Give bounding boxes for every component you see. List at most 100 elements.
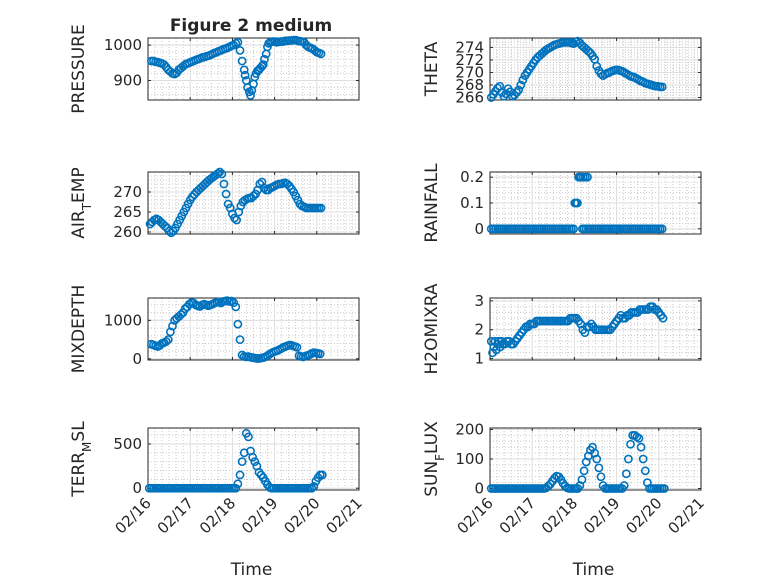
data-point [231,302,241,312]
y-tick-label: 900 [113,72,142,90]
y-tick-label: 500 [113,435,142,453]
data-point [596,472,606,482]
data-point [227,296,236,306]
panel-7: 0 500 TERRMSL 02/1602/1702/1802/1902/2002/2… [69,421,366,580]
panel-8: 0 100 200 SUNFLUX 02/1602/1702/1802/1902/200… [422,420,708,580]
y-tick-label: 0.2 [460,168,484,186]
y-axis-label: MIXDEPTH [69,285,89,374]
y-axis-label: RAINFALL [422,163,442,243]
axes-box [147,171,360,235]
data-point [592,61,602,71]
data-point [217,169,227,179]
y-axis-label: PRESSURE [69,24,89,113]
y-tick-label: 3 [474,292,484,310]
data-point [514,85,524,95]
y-tick-label: 266 [455,88,484,106]
y-tick-label: 274 [455,38,484,56]
data-point [237,56,247,66]
panel-5: 0 1000 MIXDEPTH [69,285,360,374]
x-tick-label: 02/18 [196,494,239,537]
y-tick-label: 1000 [104,36,142,54]
x-axis-label: Time [572,560,615,580]
y-tick-label: 270 [455,63,484,81]
data-point [235,470,245,480]
y-axis-label: SUNFLUX [422,421,447,497]
panel-3: 260 265 270 AIRTEMP [69,167,360,241]
data-point [572,198,582,208]
y-tick-label: 268 [455,76,484,94]
data-point [621,469,631,479]
data-point [596,69,606,79]
x-tick-label: 02/19 [238,494,281,537]
data-point [640,466,650,476]
y-tick-label: 270 [113,183,142,201]
y-tick-label: 0 [474,220,484,238]
data-point [316,203,326,213]
data-point [229,298,239,308]
data-point [619,481,629,490]
data-point [307,483,317,493]
panel-6: 1 2 3 H2OMIXRA [422,283,702,375]
data-point [248,452,258,462]
y-tick-label: 0 [132,479,142,497]
y-axis-label: THETA [422,41,442,97]
x-tick-label: 02/21 [665,494,708,537]
data-point [594,463,604,473]
data-point [658,313,668,323]
data-point [316,49,326,59]
data-point [239,65,249,75]
y-tick-label: 1000 [104,311,142,329]
data-point [657,82,667,92]
data-point [213,169,223,178]
data-point [516,80,526,90]
data-point [246,90,255,100]
data-point [499,91,509,101]
data-point [231,483,241,493]
data-point [309,482,319,491]
data-point [569,224,578,234]
y-tick-label: 200 [455,420,484,438]
x-tick-label: 02/16 [454,494,497,537]
data-point [577,475,587,485]
axes-box [489,297,702,361]
data-point [230,213,239,223]
data-point [232,215,242,225]
x-tick-label: 02/20 [622,494,665,537]
data-point [258,60,268,69]
data-point [221,189,231,199]
panel-1: 900 1000 PRESSURE [69,24,360,114]
y-tick-label: 0 [132,350,142,368]
data-point [317,470,327,480]
data-point [583,46,593,56]
data-point [657,224,667,234]
data-point [233,37,243,47]
y-tick-label: 2 [474,321,484,339]
data-point [176,310,186,319]
data-point [249,191,258,201]
x-tick-label: 02/18 [538,494,581,537]
figure-title: Figure 2 medium [170,16,332,36]
y-tick-label: 265 [113,203,142,221]
y-tick-label: 272 [455,51,484,69]
data-point [518,75,528,85]
y-tick-label: 100 [455,450,484,468]
data-point [260,54,269,64]
data-point [160,221,170,231]
data-point [237,457,247,467]
x-tick-label: 02/20 [280,494,323,537]
y-tick-label: 260 [113,223,142,241]
data-point [235,335,245,344]
panel-4: 0 0.1 0.2 RAINFALL [422,163,702,243]
data-point [636,442,646,452]
data-point [292,342,302,352]
data-point [233,479,243,489]
data-point [161,337,171,346]
y-axis-label: H2OMIXRA [422,283,442,374]
y-axis-label: TERRMSL [69,421,94,498]
axes-box [147,37,360,101]
y-tick-label: 1 [474,350,484,368]
data-point [543,481,553,491]
